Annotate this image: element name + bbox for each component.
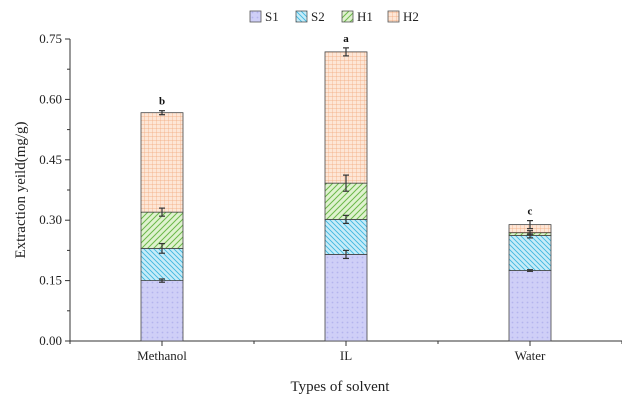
bar-segment-s1 [508, 270, 552, 342]
x-tick-label: Water [515, 348, 546, 363]
bars [140, 51, 552, 342]
significance-labels: b a c [159, 33, 533, 218]
bar-segment-h2 [140, 112, 184, 213]
legend-swatch-h1 [341, 10, 354, 23]
bar-segment-h1 [140, 211, 184, 249]
legend-swatch-h2 [387, 10, 400, 23]
y-tick-label: 0.75 [39, 31, 62, 46]
bar-segment-s1 [324, 254, 368, 342]
x-axis: Methanol IL Water [69, 340, 622, 363]
legend-label-s2: S2 [311, 9, 325, 24]
y-axis-title: Extraction yeild(mg/g) [13, 121, 29, 258]
x-axis-title: Types of solvent [291, 379, 391, 395]
bar-segment-s2 [508, 235, 552, 271]
y-tick-label: 0.45 [39, 152, 62, 167]
error-bars [159, 47, 533, 283]
bar-segment-s1 [140, 280, 184, 342]
y-axis: 0.00 0.15 0.30 0.45 0.60 0.75 [39, 31, 71, 348]
x-tick-label: Methanol [137, 348, 187, 363]
y-tick-label: 0.30 [39, 212, 62, 227]
significance-label: b [159, 96, 165, 108]
legend-label-s1: S1 [265, 9, 279, 24]
y-tick-label: 0.60 [39, 91, 62, 106]
bar-segment-h2 [324, 51, 368, 184]
significance-label: c [528, 206, 533, 218]
bar-segment-s2 [324, 218, 368, 255]
x-tick-label: IL [340, 348, 352, 363]
significance-label: a [343, 33, 349, 45]
y-tick-label: 0.00 [39, 333, 62, 348]
y-tick-label: 0.15 [39, 273, 62, 288]
legend-swatch-s1 [249, 10, 262, 23]
legend-label-h2: H2 [403, 9, 419, 24]
legend-label-h1: H1 [357, 9, 373, 24]
legend-swatch-s2 [295, 10, 308, 23]
legend: S1 S2 H1 H2 [249, 9, 419, 24]
